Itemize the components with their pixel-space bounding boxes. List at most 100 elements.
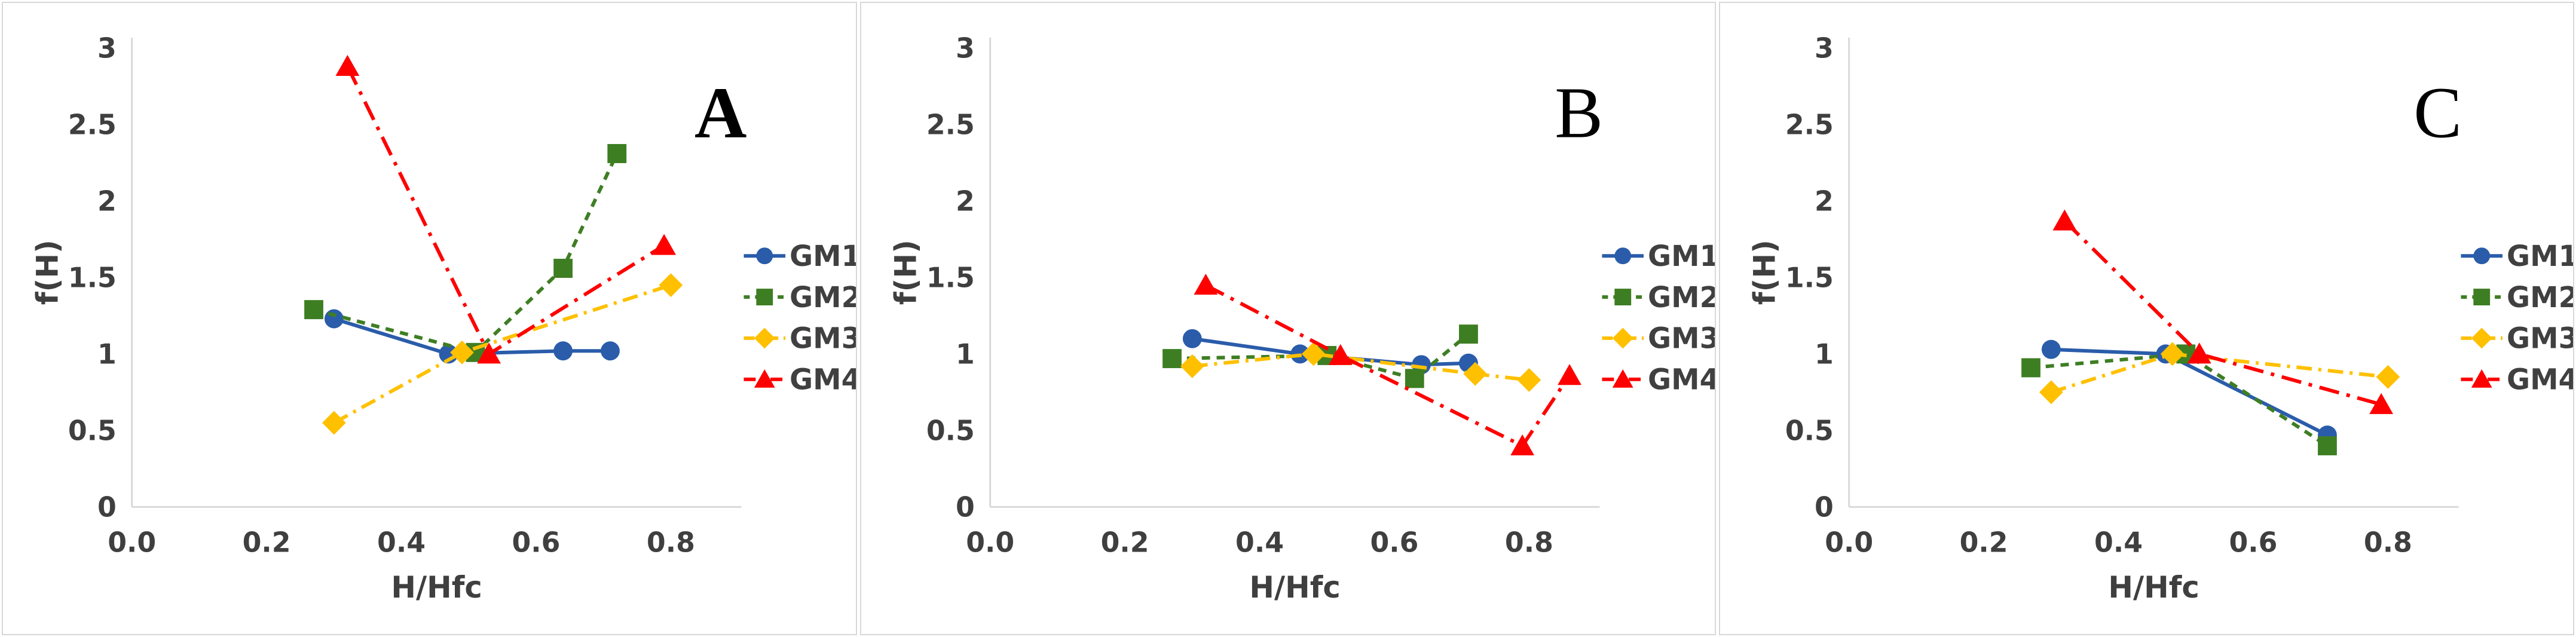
legend-entry: GM1 (744, 240, 856, 273)
y-tick-label: 2 (97, 185, 117, 217)
series-GM2-marker (1162, 349, 1182, 369)
y-tick-label: 0.5 (68, 414, 117, 446)
series-GM4-marker (2187, 342, 2211, 364)
legend-entry: GM1 (2461, 240, 2573, 273)
y-tick-label: 3 (956, 32, 975, 64)
series-GM3-marker (1463, 362, 1488, 386)
series-GM2-marker (2021, 358, 2040, 378)
legend-GM2-marker (1614, 289, 1632, 306)
y-tick-label: 1 (1815, 338, 1834, 370)
chart-panel-b: 0 0.5 1 1.5 2 2.5 3 0.0 0.2 0.4 0.6 0.8 H/Hfc f(H) GM1… (860, 2, 1716, 635)
series-GM1-marker (601, 341, 620, 361)
panel-letter: A (695, 73, 747, 153)
legend-GM3-marker (1613, 327, 1633, 349)
y-tick-label: 2.5 (68, 108, 117, 140)
x-tick-label: 0.6 (2229, 526, 2277, 558)
legend-GM3-marker (754, 327, 775, 349)
chart-b-svg: 0 0.5 1 1.5 2 2.5 3 0.0 0.2 0.4 0.6 0.8 H/Hfc f(H) GM1… (889, 32, 1715, 605)
x-tick-label: 0.6 (1370, 526, 1419, 558)
series-GM2-line (1172, 332, 1470, 381)
series-GM4-marker (1558, 364, 1582, 385)
series-GM2-line (313, 152, 619, 355)
y-tick-label: 3 (1815, 32, 1834, 64)
legend-label: GM3 (2507, 323, 2573, 356)
legend-GM1-marker (756, 247, 773, 265)
legend-entry: GM4 (1602, 363, 1715, 397)
series-GM3-line (1192, 352, 1530, 382)
y-tick-label: 1.5 (926, 261, 975, 293)
series-GM2-marker (553, 259, 573, 278)
legend-label: GM3 (790, 323, 856, 356)
x-axis-title: H/Hfc (391, 570, 482, 605)
x-tick-label: 0.2 (1101, 526, 1149, 558)
legend-label: GM4 (2507, 363, 2573, 396)
legend-label: GM2 (790, 281, 856, 314)
series-GM2-marker (1459, 324, 1479, 344)
series-GM4-marker (2052, 209, 2076, 231)
x-tick-label: 0.0 (1825, 526, 1873, 558)
x-tick-label: 0.2 (243, 526, 291, 558)
legend-label: GM1 (2507, 240, 2573, 273)
legend-label: GM4 (1648, 363, 1714, 396)
y-tick-label: 1 (97, 338, 117, 370)
y-tick-label: 0 (956, 491, 975, 523)
series-GM2-marker (1405, 369, 1425, 388)
legend-GM4-marker (754, 369, 775, 388)
legend-GM2-marker (756, 289, 773, 306)
chart-a-svg: 0 0.5 1 1.5 2 2.5 3 0.0 0.2 0.4 0.6 0.8 H/Hfc f(H) GM1… (30, 32, 856, 605)
x-tick-label: 0.4 (2094, 526, 2143, 558)
y-tick-label: 0 (97, 491, 117, 523)
legend-label: GM2 (1648, 281, 1714, 314)
legend-label: GM4 (790, 363, 856, 396)
series-GM4-marker (1194, 274, 1218, 295)
legend-entry: GM4 (744, 363, 856, 397)
series-GM3-marker (322, 411, 346, 435)
series-GM4-marker (1510, 434, 1535, 455)
series-GM2-marker (607, 144, 627, 163)
y-tick-label: 0 (1815, 491, 1834, 523)
series-GM1-marker (1183, 329, 1203, 348)
y-tick-label: 3 (97, 32, 117, 64)
series-GM4-line (345, 65, 665, 357)
legend-entry: GM4 (2461, 363, 2573, 397)
series-GM4-marker (335, 54, 360, 76)
y-axis-title: f(H) (889, 240, 923, 305)
y-tick-label: 2 (956, 185, 975, 217)
legend-entry: GM3 (744, 323, 856, 356)
series-GM4-line (1205, 283, 1571, 448)
y-axis-title: f(H) (30, 240, 65, 305)
legend-GM2-marker (2473, 289, 2490, 306)
chart-panel-a: 0 0.5 1 1.5 2 2.5 3 0.0 0.2 0.4 0.6 0.8 H/Hfc f(H) GM1… (2, 2, 858, 635)
legend-entry: GM2 (2461, 281, 2573, 314)
legend-entry: GM1 (1602, 240, 1715, 273)
series-GM1-marker (324, 309, 344, 329)
legend-entry: GM2 (744, 281, 856, 314)
x-tick-label: 0.2 (1959, 526, 2008, 558)
legend-GM3-marker (2471, 327, 2492, 349)
legend-GM4-marker (2471, 369, 2492, 388)
x-tick-label: 0.8 (647, 526, 695, 558)
legend-GM1-marker (1614, 247, 1632, 265)
x-tick-label: 0.0 (966, 526, 1015, 558)
x-tick-label: 0.6 (512, 526, 560, 558)
chart-panel-c: 0 0.5 1 1.5 2 2.5 3 0.0 0.2 0.4 0.6 0.8 H/Hfc f(H) GM1… (1718, 2, 2574, 635)
y-tick-label: 1 (956, 338, 975, 370)
series-GM4-marker (477, 342, 501, 364)
x-tick-label: 0.0 (108, 526, 156, 558)
legend-entry: GM3 (1602, 323, 1715, 356)
y-tick-label: 2.5 (1785, 108, 1834, 140)
series-GM2-line (2030, 352, 2329, 448)
x-tick-label: 0.8 (1505, 526, 1553, 558)
series-GM4-marker (652, 234, 677, 255)
series-GM1-marker (2041, 339, 2061, 359)
x-axis-title: H/Hfc (1250, 570, 1341, 605)
panel-letter: C (2413, 73, 2462, 153)
series-GM3-marker (2039, 380, 2063, 405)
series-GM1-line (333, 317, 610, 356)
series-GM3-marker (2376, 365, 2400, 389)
chart-c-svg: 0 0.5 1 1.5 2 2.5 3 0.0 0.2 0.4 0.6 0.8 H/Hfc f(H) GM1… (1747, 32, 2573, 605)
legend-label: GM3 (1648, 323, 1714, 356)
legend-label: GM1 (790, 240, 856, 273)
y-tick-label: 1.5 (1785, 261, 1834, 293)
series-GM3-marker (1180, 354, 1205, 378)
